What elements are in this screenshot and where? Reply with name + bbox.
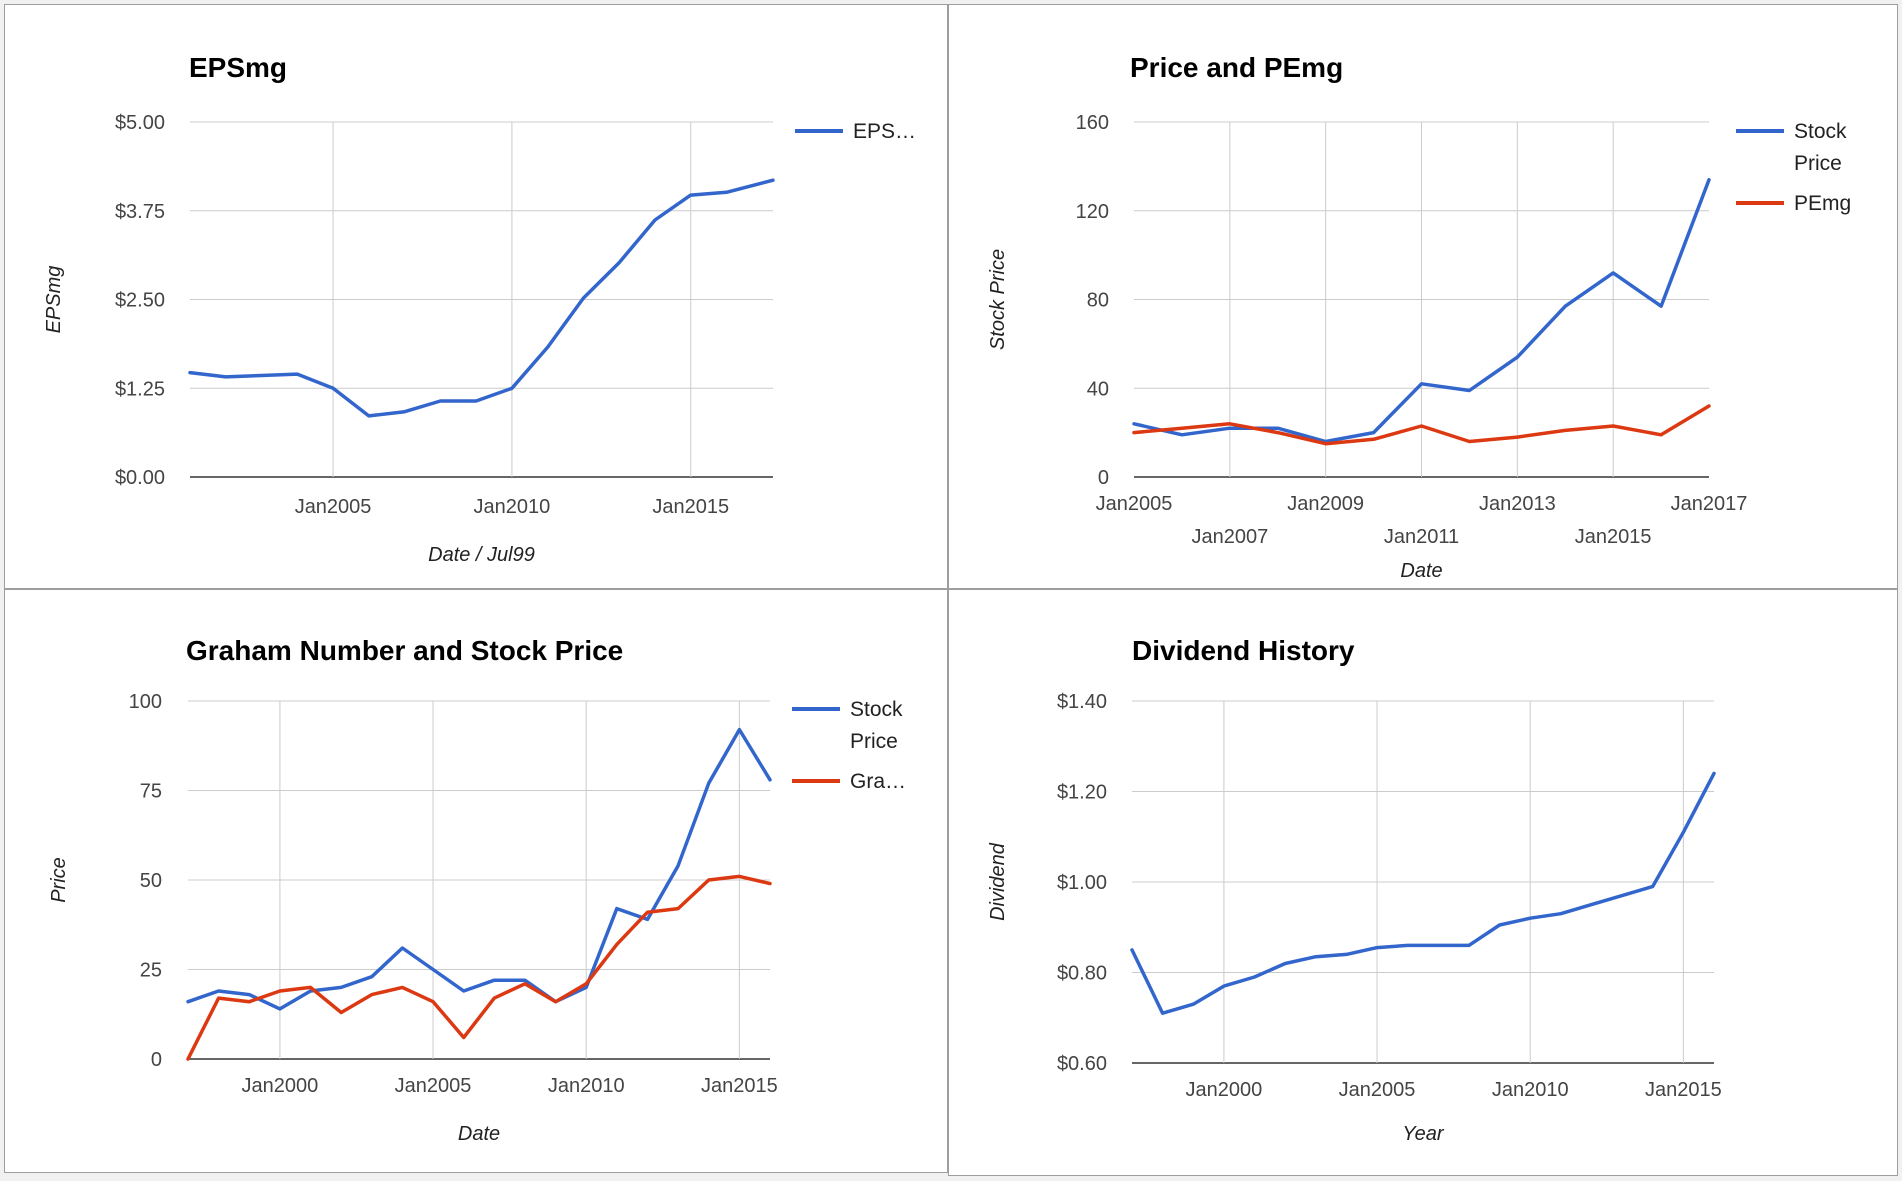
x-tick-label: Jan2000 xyxy=(242,1075,319,1097)
x-tick-label: Jan2015 xyxy=(1575,526,1652,548)
series-line-gra[interactable] xyxy=(186,874,772,1061)
x-tick-label: Jan2005 xyxy=(295,496,372,518)
y-tick-label: $1.00 xyxy=(1057,872,1107,894)
chart-svg-2: 0 25 50 75 100 Jan2000 Jan2005 Jan2010 Jan2015 Gr… xyxy=(48,635,906,1145)
y-tick-label: $5.00 xyxy=(115,112,165,134)
x-tick-label: Jan2010 xyxy=(1492,1079,1569,1101)
series-line-eps[interactable] xyxy=(188,178,775,418)
y-axis-label: Stock Price xyxy=(987,249,1009,350)
y-tick-label: $1.20 xyxy=(1057,782,1107,804)
y-tick-label: 75 xyxy=(140,781,162,803)
x-tick-label: Jan2015 xyxy=(701,1075,778,1097)
legend-label[interactable]: Price xyxy=(850,730,898,753)
x-tick-label: Jan2013 xyxy=(1479,493,1556,515)
y-tick-label: $2.50 xyxy=(115,290,165,312)
x-axis-label: Date / Jul99 xyxy=(428,544,535,566)
chart-panel-graham-number[interactable]: 0 25 50 75 100 Jan2000 Jan2005 Jan2010 Jan2015 Gr… xyxy=(4,589,948,1173)
legend-label[interactable]: Price xyxy=(1794,152,1842,175)
series-line-stock-price[interactable] xyxy=(186,727,772,1011)
y-tick-label: $0.60 xyxy=(1057,1053,1107,1075)
x-axis-label: Date xyxy=(458,1123,500,1145)
legend-label[interactable]: Stock xyxy=(850,698,903,721)
y-tick-label: $1.25 xyxy=(115,378,165,400)
chart-title: Graham Number and Stock Price xyxy=(186,635,623,666)
series-line-stock-price[interactable] xyxy=(1132,177,1711,444)
y-axis-label: Dividend xyxy=(987,842,1009,921)
x-tick-label: Jan2009 xyxy=(1287,493,1364,515)
y-tick-label: 120 xyxy=(1076,201,1109,223)
chart-panel-price-and-pemg[interactable]: 0 40 80 120 160 Jan2005 Jan2007 Jan2009 Jan2011 J… xyxy=(948,4,1898,589)
x-axis-label: Year xyxy=(1402,1123,1444,1145)
x-tick-label: Jan2010 xyxy=(474,496,551,518)
chart-panel-epsmg[interactable]: $0.00 $1.25 $2.50 $3.75 $5.00 Jan2005 Jan2010 J… xyxy=(4,4,948,589)
y-tick-label: 100 xyxy=(129,691,162,713)
chart-svg-0: $0.00 $1.25 $2.50 $3.75 $5.00 Jan2005 Jan2010 J… xyxy=(43,52,916,566)
legend-label[interactable]: Gra… xyxy=(850,770,906,793)
y-tick-label: 50 xyxy=(140,870,162,892)
x-tick-label: Jan2017 xyxy=(1671,493,1748,515)
x-tick-label: Jan2005 xyxy=(1339,1079,1416,1101)
chart-title: Dividend History xyxy=(1132,635,1355,666)
x-tick-label: Jan2000 xyxy=(1186,1079,1263,1101)
y-axis-label: Price xyxy=(48,857,70,903)
y-tick-label: 0 xyxy=(1098,467,1109,489)
x-tick-label: Jan2010 xyxy=(548,1075,625,1097)
y-tick-label: 160 xyxy=(1076,112,1109,134)
legend-label[interactable]: PEmg xyxy=(1794,192,1851,215)
chart-svg-3: $0.60 $0.80 $1.00 $1.20 $1.40 Jan2000 Jan2005 J… xyxy=(987,635,1722,1145)
chart-title: Price and PEmg xyxy=(1130,52,1343,83)
y-axis-label: EPSmg xyxy=(43,266,65,334)
x-tick-label: Jan2015 xyxy=(1645,1079,1722,1101)
y-tick-label: 0 xyxy=(151,1049,162,1071)
y-tick-label: 80 xyxy=(1087,290,1109,312)
y-tick-label: $1.40 xyxy=(1057,691,1107,713)
series-line-dividend[interactable] xyxy=(1130,771,1716,1015)
chart-svg-1: 0 40 80 120 160 Jan2005 Jan2007 Jan2009 Jan2011 J… xyxy=(987,52,1851,582)
y-tick-label: $3.75 xyxy=(115,201,165,223)
series-line-pemg[interactable] xyxy=(1132,404,1711,446)
legend-label[interactable]: EPS… xyxy=(853,120,916,143)
chart-title: EPSmg xyxy=(189,52,287,83)
x-tick-label: Jan2015 xyxy=(652,496,729,518)
y-tick-label: $0.80 xyxy=(1057,963,1107,985)
y-tick-label: $0.00 xyxy=(115,467,165,489)
y-tick-label: 40 xyxy=(1087,378,1109,400)
y-tick-label: 25 xyxy=(140,960,162,982)
chart-panel-dividend-history[interactable]: $0.60 $0.80 $1.00 $1.20 $1.40 Jan2000 Jan2005 J… xyxy=(948,589,1898,1176)
x-tick-label: Jan2005 xyxy=(1096,493,1173,515)
x-tick-label: Jan2007 xyxy=(1191,526,1268,548)
x-tick-label: Jan2011 xyxy=(1384,526,1459,548)
legend-label[interactable]: Stock xyxy=(1794,120,1847,143)
x-tick-label: Jan2005 xyxy=(395,1075,472,1097)
x-axis-label: Date xyxy=(1400,560,1442,582)
